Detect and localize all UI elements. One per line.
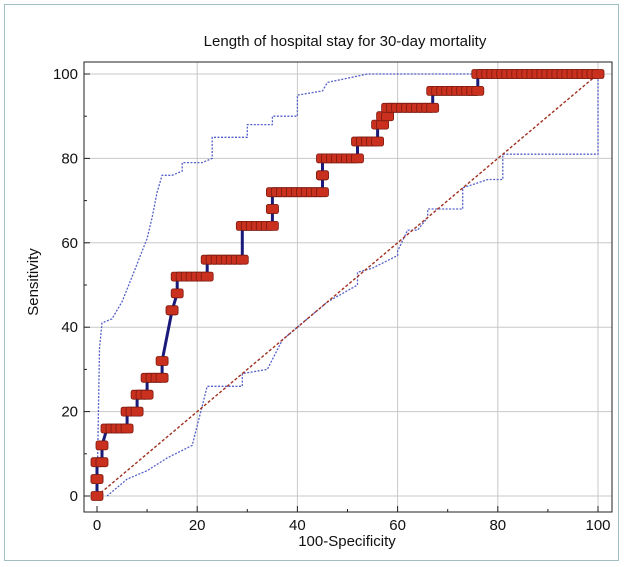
roc-marker bbox=[235, 254, 249, 265]
x-axis-label: 100-Specificity bbox=[298, 533, 396, 550]
roc-marker bbox=[316, 187, 329, 198]
roc-marker bbox=[265, 220, 279, 231]
roc-marker bbox=[90, 491, 104, 501]
y-tick-label: 60 bbox=[61, 235, 78, 252]
roc-marker bbox=[371, 136, 385, 147]
roc-marker bbox=[316, 170, 329, 181]
y-tick-label: 40 bbox=[61, 319, 78, 336]
chart-frame bbox=[4, 4, 619, 561]
roc-marker bbox=[200, 271, 214, 282]
series-group bbox=[95, 72, 599, 497]
x-tick-label: 100 bbox=[585, 517, 610, 534]
roc-marker bbox=[376, 119, 390, 130]
y-axis-label: Sensitivity bbox=[25, 248, 42, 316]
plot-border bbox=[83, 61, 613, 513]
roc-marker bbox=[90, 474, 104, 485]
roc-marker bbox=[130, 406, 144, 417]
x-tick-label: 80 bbox=[489, 517, 506, 534]
ci-upper-line bbox=[96, 73, 598, 497]
x-tick-label: 20 bbox=[189, 517, 206, 534]
roc-marker bbox=[591, 69, 605, 79]
x-tick-label: 60 bbox=[389, 517, 406, 534]
y-tick-label: 0 bbox=[70, 488, 78, 505]
roc-marker bbox=[351, 153, 364, 164]
y-tick-label: 20 bbox=[61, 404, 78, 421]
roc-marker bbox=[170, 288, 184, 299]
roc-marker bbox=[95, 440, 109, 451]
roc-marker bbox=[95, 457, 109, 468]
roc-marker bbox=[155, 356, 169, 366]
y-tick-label: 100 bbox=[53, 66, 78, 83]
roc-marker bbox=[381, 111, 395, 122]
diagonal-reference-line bbox=[96, 73, 599, 497]
grid bbox=[84, 62, 612, 512]
ci-lower-line bbox=[106, 74, 599, 497]
x-tick-label: 0 bbox=[93, 517, 101, 534]
roc-marker bbox=[120, 423, 134, 434]
chart-title: Length of hospital stay for 30-day morta… bbox=[204, 33, 487, 50]
roc-markers bbox=[90, 69, 605, 501]
axis-ticks: 0 20 40 60 80 100 0 20 40 60 80 100 bbox=[53, 66, 611, 534]
roc-marker bbox=[140, 389, 154, 400]
roc-marker bbox=[265, 204, 279, 214]
roc-marker bbox=[155, 372, 169, 383]
roc-marker bbox=[165, 305, 179, 316]
roc-marker bbox=[426, 102, 440, 113]
y-tick-label: 80 bbox=[61, 150, 78, 167]
roc-marker bbox=[471, 86, 485, 96]
x-tick-label: 40 bbox=[289, 517, 306, 534]
